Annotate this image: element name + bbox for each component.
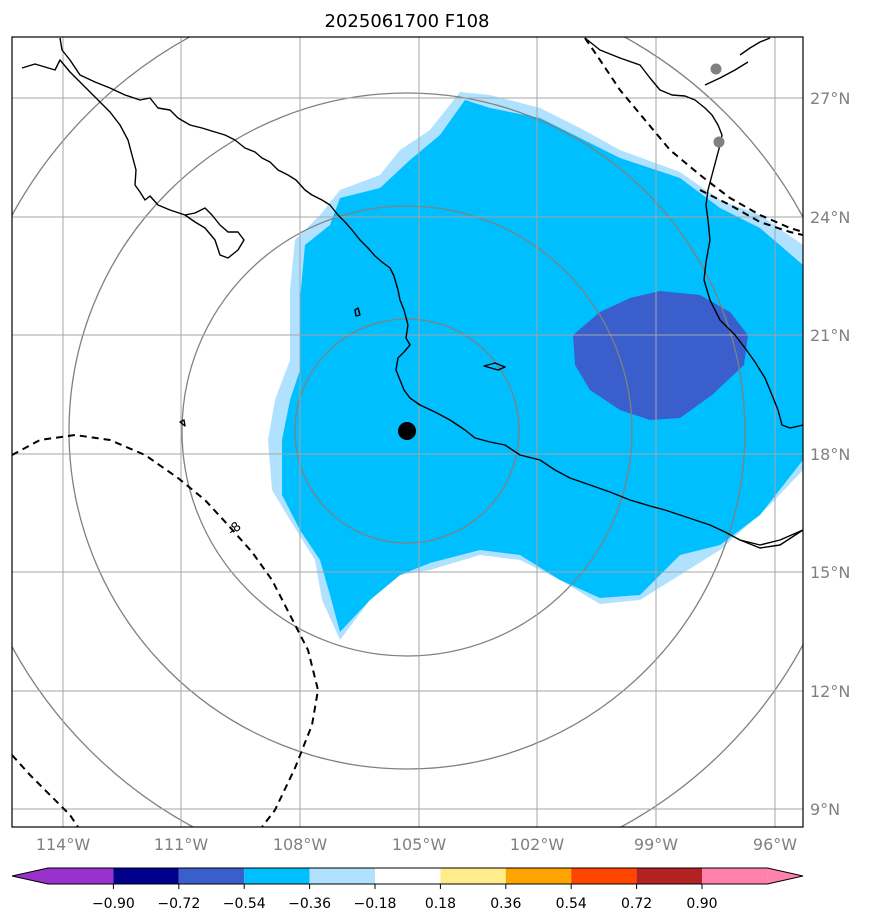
colorbar-bin-3 (178, 868, 245, 884)
colorbar-label-8: 0.54 (556, 896, 587, 912)
baja-peninsula-coast (21, 59, 245, 259)
contour-northeast (584, 37, 803, 233)
field-mid-band (282, 100, 803, 632)
colorbar-bin-11 (702, 868, 768, 884)
contour-label: -8 (225, 519, 245, 539)
lon-label-114w: 114°W (36, 835, 91, 854)
colorbar-bin-7 (440, 868, 506, 884)
colorbar-bin-4 (244, 868, 310, 884)
colorbar: −0.90 −0.72 −0.54 −0.36 −0.18 0.18 0.36 … (11, 867, 804, 912)
storm-center-marker (398, 422, 416, 440)
island-west (179, 419, 186, 427)
colorbar-outline (11, 867, 804, 885)
mainland-west-coast (59, 37, 803, 546)
map-area: -8 (12, 37, 803, 827)
lat-label-24n: 24°N (810, 208, 850, 227)
grey-marker-2 (713, 136, 725, 148)
colorbar-bin-6 (375, 868, 441, 884)
colorbar-label-1: −0.90 (92, 896, 135, 912)
range-ring-3 (68, 92, 746, 770)
field-dark-pocket (573, 291, 748, 420)
lon-label-108w: 108°W (273, 835, 328, 854)
colorbar-label-3: −0.54 (223, 896, 266, 912)
colorbar-bin-5 (309, 868, 375, 884)
lon-label-96w: 96°W (753, 835, 797, 854)
colorbar-label-5: −0.18 (354, 896, 397, 912)
lon-label-111w: 111°W (154, 835, 209, 854)
mainland-east-coast (584, 37, 803, 429)
lat-label-21n: 21°N (810, 326, 850, 345)
range-ring-2 (181, 205, 633, 657)
colorbar-label-2: −0.72 (157, 896, 200, 912)
map-frame (11, 36, 804, 828)
contour-far-southwest (12, 754, 79, 827)
colorbar-ticks (112, 884, 703, 889)
longitude-labels: 114°W 111°W 108°W 105°W 102°W 99°W 96°W (36, 835, 797, 854)
islas-marias (483, 362, 506, 371)
coast-south-east (739, 529, 803, 549)
latitude-labels: 27°N 24°N 21°N 18°N 15°N 12°N 9°N (810, 89, 850, 819)
map-title: 2025061700 F108 (325, 11, 490, 32)
lon-label-105w: 105°W (392, 835, 447, 854)
colorbar-bin-10 (636, 868, 702, 884)
colorbar-bin-2 (113, 868, 179, 884)
contour-southwest (12, 433, 320, 827)
range-rings (12, 37, 803, 827)
gulf-coast-north (704, 37, 771, 86)
coastlines (21, 37, 803, 549)
colorbar-bin-9 (571, 868, 637, 884)
colorbar-label-9: 0.72 (621, 896, 652, 912)
lon-label-99w: 99°W (634, 835, 678, 854)
lat-label-12n: 12°N (810, 682, 850, 701)
grey-marker-1 (710, 63, 722, 75)
lat-label-9n: 9°N (810, 800, 840, 819)
dashed-contours (12, 37, 803, 827)
colorbar-label-7: 0.36 (490, 896, 521, 912)
lat-label-15n: 15°N (810, 563, 850, 582)
colorbar-label-6: 0.18 (425, 896, 456, 912)
lon-label-102w: 102°W (510, 835, 565, 854)
colorbar-label-4: −0.36 (288, 896, 331, 912)
gridlines (12, 37, 803, 827)
colorbar-label-10: 0.90 (686, 896, 717, 912)
lat-label-27n: 27°N (810, 89, 850, 108)
colorbar-extend-low (12, 868, 48, 884)
colorbar-bin-1 (48, 868, 114, 884)
small-island (354, 307, 361, 317)
colorbar-bin-8 (505, 868, 572, 884)
colorbar-extend-high (767, 868, 803, 884)
lat-label-18n: 18°N (810, 445, 850, 464)
